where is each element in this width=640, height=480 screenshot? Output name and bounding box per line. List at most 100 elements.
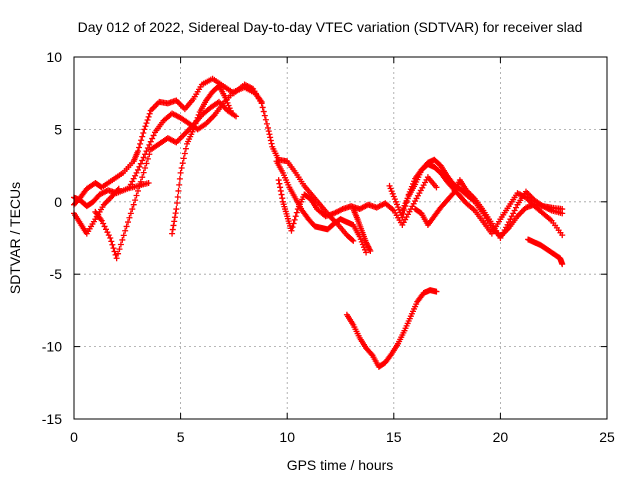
data-point xyxy=(527,193,534,200)
data-point xyxy=(258,98,265,105)
x-tick-label: 5 xyxy=(177,429,185,445)
data-point xyxy=(179,103,186,110)
data-point xyxy=(396,206,403,213)
data-point xyxy=(170,222,177,229)
data-point xyxy=(177,169,184,176)
data-point xyxy=(225,102,232,109)
data-point xyxy=(115,250,122,257)
data-point xyxy=(265,124,272,131)
data-point xyxy=(134,187,141,194)
data-point xyxy=(174,193,181,200)
data-point xyxy=(127,210,134,217)
data-point xyxy=(154,100,161,107)
data-point xyxy=(144,144,151,151)
data-point xyxy=(559,210,566,217)
data-point xyxy=(520,207,527,214)
data-point xyxy=(223,97,230,104)
data-point xyxy=(123,223,130,230)
x-tick-label: 10 xyxy=(279,429,295,445)
data-point xyxy=(207,116,214,123)
data-point xyxy=(528,194,535,201)
data-point xyxy=(359,241,366,248)
data-point xyxy=(233,113,240,120)
y-tick-label: 10 xyxy=(46,49,62,65)
data-point xyxy=(150,132,157,139)
x-axis-label: GPS time / hours xyxy=(287,457,394,473)
axis-ticks xyxy=(73,56,608,420)
chart-title: Day 012 of 2022, Sidereal Day-to-day VTE… xyxy=(78,19,583,35)
data-point xyxy=(350,237,357,244)
data-point xyxy=(142,151,149,158)
data-points xyxy=(71,75,566,370)
series-track-9 xyxy=(343,287,440,370)
x-tick-label: 0 xyxy=(70,429,78,445)
data-point xyxy=(292,213,299,220)
data-point xyxy=(388,188,395,195)
data-point xyxy=(511,207,518,214)
data-point xyxy=(261,112,268,119)
data-point xyxy=(171,214,178,221)
data-point xyxy=(172,210,179,217)
data-point xyxy=(433,184,440,191)
data-point xyxy=(525,197,532,204)
data-point xyxy=(140,154,147,161)
data-point xyxy=(173,97,180,104)
data-point xyxy=(139,133,146,140)
data-point xyxy=(513,204,520,211)
data-point xyxy=(122,227,129,234)
data-point xyxy=(349,236,356,243)
data-point xyxy=(136,163,143,170)
data-point xyxy=(143,120,150,127)
data-point xyxy=(102,200,109,207)
data-point xyxy=(132,172,139,179)
data-point xyxy=(144,155,151,162)
y-tick-label: -5 xyxy=(50,266,63,282)
data-point xyxy=(152,103,159,110)
data-point xyxy=(449,191,456,198)
data-point xyxy=(510,210,517,217)
data-point xyxy=(169,230,176,237)
data-point xyxy=(395,204,402,211)
data-point xyxy=(138,137,145,144)
data-point xyxy=(174,137,181,144)
data-point xyxy=(515,211,522,218)
data-point xyxy=(191,123,198,130)
data-point xyxy=(277,184,284,191)
data-point xyxy=(145,179,152,186)
data-point xyxy=(140,169,147,176)
x-tick-label: 15 xyxy=(386,429,402,445)
data-point xyxy=(226,105,233,112)
data-point xyxy=(146,110,153,117)
data-point xyxy=(178,165,185,172)
data-point xyxy=(146,141,153,148)
data-point xyxy=(136,144,143,151)
data-point xyxy=(120,232,127,239)
data-point xyxy=(134,166,141,173)
x-tick-label: 20 xyxy=(493,429,509,445)
data-point xyxy=(171,218,178,225)
data-point xyxy=(507,216,514,223)
data-point xyxy=(387,185,394,192)
data-point xyxy=(518,208,525,215)
y-tick-label: 5 xyxy=(54,121,62,137)
data-point xyxy=(367,248,374,255)
data-point xyxy=(193,117,200,124)
data-point xyxy=(109,241,116,248)
data-point xyxy=(141,126,148,133)
data-point xyxy=(142,123,149,130)
plot-frame xyxy=(73,56,608,420)
data-point xyxy=(150,104,157,111)
data-point xyxy=(190,126,197,133)
data-point xyxy=(179,133,186,140)
data-point xyxy=(278,191,285,198)
data-point xyxy=(133,169,140,176)
data-point xyxy=(105,232,112,239)
data-point xyxy=(129,206,136,213)
data-point xyxy=(133,192,140,199)
data-point xyxy=(524,190,531,197)
data-point xyxy=(137,140,144,147)
data-point xyxy=(119,236,126,243)
series-track-8 xyxy=(275,174,440,234)
data-point xyxy=(174,98,181,105)
data-point xyxy=(195,111,202,118)
